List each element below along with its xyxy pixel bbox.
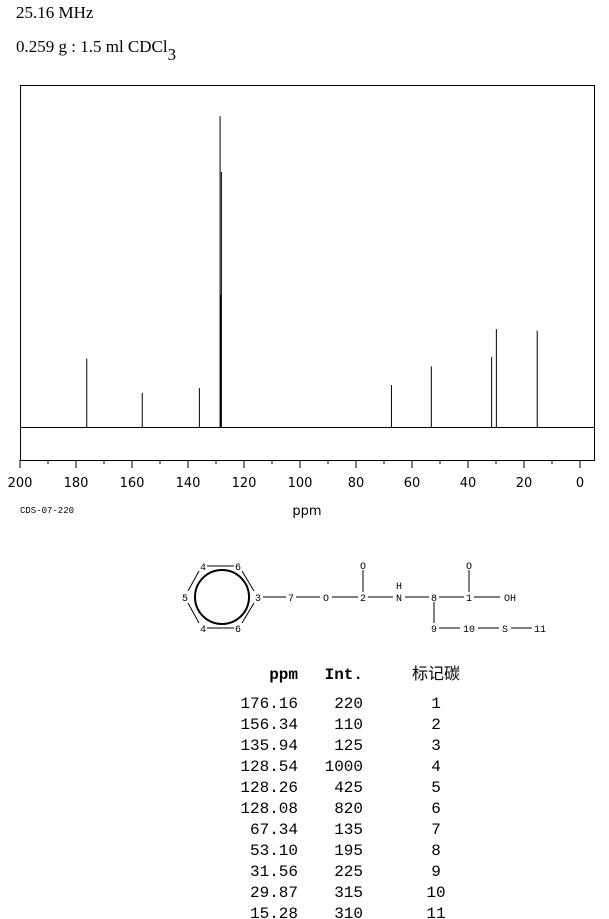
spectrum-code: CDS-07-220	[20, 506, 74, 516]
atom-label: 4	[200, 563, 206, 574]
table-cell: 2	[431, 716, 441, 734]
x-axis-label: ppm	[292, 504, 321, 519]
atom-label: 1	[466, 594, 472, 605]
table-cell: 225	[334, 863, 363, 881]
atom-label: 2	[360, 594, 366, 605]
x-tick-label: 0	[576, 476, 584, 491]
structure-bonds	[187, 565, 532, 629]
x-tick-label: 200	[8, 476, 33, 491]
table-cell: 125	[334, 737, 363, 755]
table-cell: 1000	[325, 758, 363, 776]
table-cell: 128.08	[240, 800, 298, 818]
table-cell: 31.56	[250, 863, 298, 881]
table-cell: 15.28	[250, 905, 298, 919]
table-cell: 5	[431, 779, 441, 797]
table-cell: 7	[431, 821, 441, 839]
x-tick-label: 160	[120, 476, 145, 491]
atom-label: S	[502, 625, 508, 636]
table-cell: 220	[334, 695, 363, 713]
bond	[241, 570, 255, 592]
table-header: ppm	[269, 666, 298, 684]
plot-frame	[20, 85, 595, 461]
atom-label: O	[323, 594, 329, 605]
table-header: Int.	[325, 666, 363, 684]
atom-label: O	[466, 562, 472, 573]
x-tick-label: 40	[460, 476, 477, 491]
table-cell: 1	[431, 695, 441, 713]
table-cell: 67.34	[250, 821, 298, 839]
table-cell: 820	[334, 800, 363, 818]
table-cell: 6	[431, 800, 441, 818]
table-cell: 11	[426, 905, 445, 919]
table-cell: 4	[431, 758, 441, 776]
sample: 0.259 g : 1.5 ml CDCl3	[16, 37, 176, 64]
table-cell: 53.10	[250, 842, 298, 860]
atom-label: N	[396, 594, 402, 605]
table-cell: 195	[334, 842, 363, 860]
x-tick-label: 80	[348, 476, 365, 491]
table-cell: 128.54	[240, 758, 298, 776]
atom-label: 10	[463, 625, 475, 636]
bond	[187, 602, 200, 624]
atom-label: 8	[431, 594, 437, 605]
atom-label: 6	[235, 625, 241, 636]
atom-label: 4	[200, 625, 206, 636]
table-header: 标记碳	[412, 664, 460, 683]
table-cell: 128.26	[240, 779, 298, 797]
atom-label: 7	[288, 594, 294, 605]
atom-label: 3	[255, 594, 261, 605]
atom-label: H	[396, 582, 402, 593]
table-cell: 156.34	[240, 716, 298, 734]
atom-label: 5	[182, 594, 188, 605]
aromatic-ring	[194, 569, 250, 625]
x-tick-label: 140	[176, 476, 201, 491]
table-cell: 315	[334, 884, 363, 902]
atom-label: 9	[431, 625, 437, 636]
bond	[241, 602, 255, 624]
table-cell: 176.16	[240, 695, 298, 713]
x-tick-label: 60	[404, 476, 421, 491]
table-cell: 425	[334, 779, 363, 797]
sample-subscript: 3	[168, 45, 177, 64]
table-cell: 9	[431, 863, 441, 881]
x-tick-label: 20	[516, 476, 533, 491]
atom-label: O	[360, 562, 366, 573]
table-cell: 8	[431, 842, 441, 860]
frequency: 25.16 MHz	[16, 3, 94, 22]
x-tick-label: 180	[64, 476, 89, 491]
table-cell: 135.94	[240, 737, 298, 755]
x-tick-label: 100	[288, 476, 313, 491]
sample-text: 0.259 g : 1.5 ml CDCl	[16, 37, 168, 56]
x-tick-label: 120	[232, 476, 257, 491]
table-cell: 3	[431, 737, 441, 755]
table-cell: 135	[334, 821, 363, 839]
atom-label: 11	[534, 625, 546, 636]
table-cell: 10	[426, 884, 445, 902]
table-cell: 110	[334, 716, 363, 734]
atom-label: OH	[504, 594, 516, 605]
bond	[187, 570, 200, 592]
atom-label: 6	[235, 563, 241, 574]
table-cell: 29.87	[250, 884, 298, 902]
table-cell: 310	[334, 905, 363, 919]
